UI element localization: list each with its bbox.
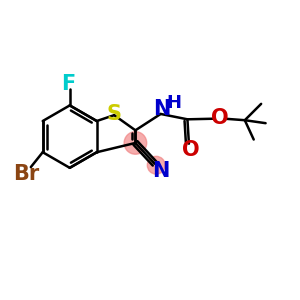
Text: H: H	[167, 94, 182, 112]
Text: N: N	[154, 99, 171, 118]
Text: N: N	[153, 161, 170, 181]
Circle shape	[124, 132, 147, 154]
Text: O: O	[182, 140, 199, 160]
Circle shape	[147, 156, 165, 174]
Text: Br: Br	[13, 164, 40, 184]
Text: F: F	[61, 74, 75, 94]
Text: O: O	[211, 108, 229, 128]
Text: S: S	[107, 104, 122, 124]
